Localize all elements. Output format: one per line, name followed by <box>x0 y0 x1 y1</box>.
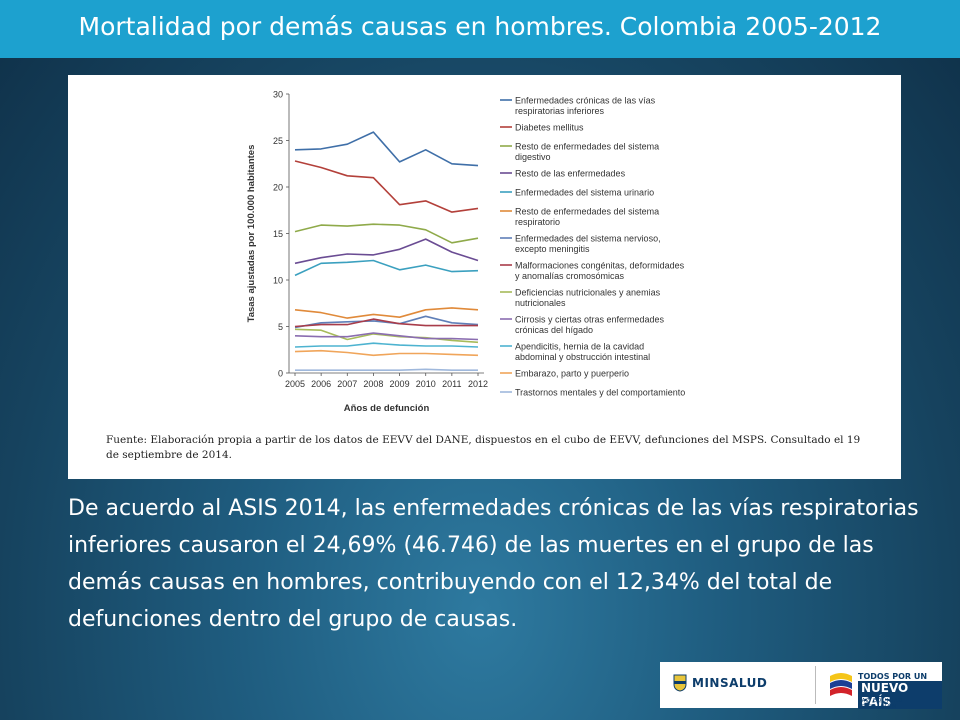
series-line-12 <box>294 349 479 357</box>
x-axis-label: Años de defunción <box>344 403 430 414</box>
slide-title: Mortalidad por demás causas en hombres. … <box>78 12 882 41</box>
legend-entry: Trastornos mentales y del comportamiento <box>515 388 685 398</box>
x-tick-label: 2006 <box>311 379 331 389</box>
y-tick-label: 5 <box>278 322 283 332</box>
logo-divider <box>815 666 816 704</box>
x-tick-label: 2009 <box>390 379 410 389</box>
legend-entry: Deficiencias nutricionales y anemias nutr… <box>515 288 661 309</box>
legend-entry: Embarazo, parto y puerperio <box>515 369 629 379</box>
y-tick-label: 15 <box>273 229 283 239</box>
tpn-logo-line2: NUEVO PAÍS <box>858 681 942 709</box>
x-tick-label: 2008 <box>363 379 383 389</box>
series-line-7 <box>294 315 479 329</box>
legend-entry: Apendicitis, hernia de la cavidad abdomin… <box>515 342 650 363</box>
legend-entry: Resto de las enfermedades <box>515 169 626 179</box>
legend-entry: Enfermedades crónicas de las vías respira… <box>515 96 656 117</box>
x-tick-label: 2007 <box>337 379 357 389</box>
legend-entry: Diabetes mellitus <box>515 123 584 133</box>
legend-entry: Resto de enfermedades del sistema respira… <box>515 207 659 228</box>
title-bar: Mortalidad por demás causas en hombres. … <box>0 0 960 58</box>
series-line-2 <box>294 160 479 213</box>
series-line-8 <box>294 318 478 328</box>
y-tick-label: 10 <box>273 276 283 286</box>
legend-entry: Resto de enfermedades del sistema digesti… <box>515 142 659 163</box>
footer-logos: MINSALUD TODOS POR UN NUEVO PAÍS PAZ EQU… <box>660 662 942 710</box>
y-tick-label: 25 <box>273 136 283 146</box>
series-line-4 <box>294 238 479 265</box>
series-line-1 <box>294 131 479 167</box>
series-line-5 <box>294 259 479 277</box>
legend-entry: Enfermedades del sistema nervioso, except… <box>515 234 661 255</box>
legend-entry: Malformaciones congénitas, deformidades y… <box>515 261 685 282</box>
line-chart: 0 5 10 15 20 25 30 2005 2006 2007 2008 2009 2010 2011… <box>246 90 685 415</box>
y-tick-label: 20 <box>273 183 283 193</box>
series-line-3 <box>294 223 479 244</box>
y-tick-label: 0 <box>278 369 283 379</box>
x-tick-label: 2012 <box>468 379 488 389</box>
source-note: Fuente: Elaboración propia a partir de l… <box>106 434 861 461</box>
series-line-13 <box>295 368 478 372</box>
tpn-logo-line1: TODOS POR UN <box>858 672 928 681</box>
legend-entry: Enfermedades del sistema urinario <box>515 188 654 198</box>
x-tick-label: 2011 <box>442 379 461 389</box>
series-line-11 <box>294 342 479 348</box>
series-line-9 <box>294 328 479 344</box>
x-tick-label: 2010 <box>416 379 436 389</box>
minsalud-logo: MINSALUD <box>692 676 768 690</box>
tpn-logo-line3: PAZ EQUIDAD EDUCACIÓN <box>858 698 904 710</box>
series-line-6 <box>294 307 479 319</box>
y-axis-label: Tasas ajustadas por 100.000 habitantes <box>246 145 257 323</box>
legend-entry: Cirrosis y ciertas otras enfermedades cró… <box>515 315 665 336</box>
series-line-10 <box>294 332 479 341</box>
x-tick-label: 2005 <box>285 379 305 389</box>
colombia-seal-icon <box>673 674 687 692</box>
body-paragraph: De acuerdo al ASIS 2014, las enfermedade… <box>68 496 919 632</box>
colombia-flag-icon <box>830 673 852 696</box>
chart-figure: 0 5 10 15 20 25 30 2005 2006 2007 2008 2009 2010 2011… <box>68 75 901 479</box>
y-tick-label: 30 <box>273 90 283 100</box>
